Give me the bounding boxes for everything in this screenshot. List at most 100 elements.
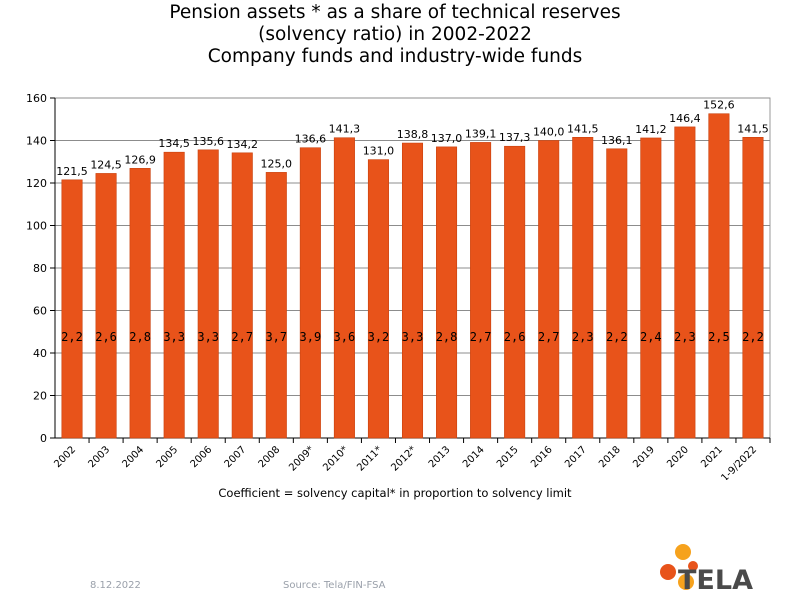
bar [674, 126, 696, 439]
x-tick-label: 1-9/2022 [719, 444, 759, 480]
y-tick-label: 40 [33, 347, 47, 360]
bar-value-label: 141,3 [329, 123, 361, 136]
coefficient-label: 3,3 [197, 330, 219, 344]
y-tick-label: 20 [33, 390, 47, 403]
x-tick-label: 2020 [665, 444, 691, 470]
bar-value-label: 134,2 [227, 138, 259, 151]
bar [367, 159, 389, 439]
coefficient-label: 2,3 [674, 330, 696, 344]
bar [504, 145, 526, 439]
x-tick-label: 2003 [86, 444, 112, 470]
x-tick-label: 2005 [155, 444, 181, 470]
bar [299, 147, 321, 439]
coefficient-label: 2,2 [742, 330, 764, 344]
bar [129, 168, 151, 439]
coefficient-label: 3,3 [402, 330, 424, 344]
y-tick-label: 60 [33, 305, 47, 318]
x-tick-label: 2017 [563, 444, 589, 470]
coefficient-label: 2,7 [231, 330, 253, 344]
logo-text: TELA [678, 565, 753, 596]
bar-value-label: 136,1 [601, 134, 633, 147]
coefficient-label: 3,6 [334, 330, 356, 344]
bar-value-label: 137,3 [499, 131, 531, 144]
title-line-2: (solvency ratio) in 2002-2022 [258, 24, 532, 45]
x-tick-label: 2015 [495, 444, 521, 470]
y-tick-label: 100 [26, 220, 47, 233]
coefficient-label: 2,6 [504, 330, 526, 344]
bar [333, 137, 355, 439]
bar-value-label: 126,9 [124, 153, 156, 166]
bar-value-label: 152,6 [703, 99, 735, 112]
bar [95, 173, 117, 439]
coefficient-label: 2,3 [572, 330, 594, 344]
x-tick-label: 2012* [389, 444, 418, 473]
bar [742, 137, 764, 439]
coefficient-label: 2,8 [436, 330, 458, 344]
x-tick-label: 2004 [120, 444, 146, 470]
x-tick-label: 2007 [223, 444, 249, 470]
bar-value-label: 131,0 [363, 145, 395, 158]
bar [470, 142, 492, 439]
bar [231, 152, 253, 439]
bar-value-label: 141,5 [737, 122, 769, 135]
bar [640, 137, 662, 439]
x-tick-label: 2013 [427, 444, 453, 470]
bar [163, 151, 185, 439]
bar-value-label: 125,0 [261, 157, 293, 170]
x-tick-label: 2016 [529, 444, 555, 470]
bar [606, 148, 628, 439]
coefficient-label: 2,6 [95, 330, 117, 344]
footer-source: Source: Tela/FIN-FSA [283, 580, 386, 591]
y-tick-label: 140 [26, 135, 47, 148]
title-line-1: Pension assets * as a share of technical… [169, 2, 621, 23]
logo-dot-small [688, 561, 698, 571]
bar [265, 172, 287, 439]
bar-value-label: 121,5 [56, 165, 88, 178]
bar-value-label: 136,6 [295, 133, 327, 146]
coefficient-label: 3,9 [300, 330, 322, 344]
logo-dot-left [660, 564, 676, 580]
y-tick-label: 80 [33, 262, 47, 275]
y-tick-label: 120 [26, 177, 47, 190]
coefficient-label: 2,4 [640, 330, 662, 344]
x-tick-label: 2006 [189, 444, 215, 470]
bar [197, 149, 219, 439]
x-tick-label: 2014 [461, 444, 487, 470]
y-tick-label: 160 [26, 92, 47, 105]
coefficient-label: 2,7 [538, 330, 560, 344]
chart-title: Pension assets * as a share of technical… [0, 2, 790, 68]
bar-value-label: 139,1 [465, 127, 497, 140]
coefficient-label: 3,2 [368, 330, 390, 344]
x-tick-label: 2002 [52, 444, 78, 470]
x-tick-label: 2019 [631, 444, 657, 470]
x-tick-label: 2009* [287, 444, 316, 473]
title-line-3: Company funds and industry-wide funds [207, 46, 583, 67]
coefficient-label: 2,7 [470, 330, 492, 344]
bar-value-label: 134,5 [158, 137, 190, 150]
bar-value-label: 137,0 [431, 132, 463, 145]
footer-date: 8.12.2022 [90, 580, 141, 591]
bar-value-label: 146,4 [669, 112, 701, 125]
x-tick-label: 2010* [321, 444, 350, 473]
x-tick-label: 2008 [257, 444, 283, 470]
coefficient-label: 3,7 [265, 330, 287, 344]
coefficient-label: 2,2 [606, 330, 628, 344]
bar [401, 142, 424, 439]
bar-chart: 0 20 40 60 80 100 120 140 160 121,5 2,2 2002 124,5 2,… [26, 92, 771, 480]
bar-value-label: 135,6 [192, 135, 224, 148]
bar-value-label: 124,5 [90, 158, 122, 171]
bar-value-label: 138,8 [397, 128, 429, 141]
bar [436, 146, 458, 439]
bar-value-label: 141,5 [567, 122, 599, 135]
logo-dot-bottom [678, 574, 694, 590]
x-tick-label: 2018 [597, 444, 623, 470]
y-tick-label: 0 [40, 432, 47, 445]
coefficient-label: 3,3 [163, 330, 185, 344]
tela-logo-icon [660, 544, 698, 590]
bar [572, 137, 594, 439]
x-tick-label: 2011* [355, 444, 384, 473]
bar [538, 140, 560, 439]
coefficient-label: 2,5 [708, 330, 730, 344]
coefficient-label: 2,8 [129, 330, 151, 344]
bar [61, 179, 83, 439]
